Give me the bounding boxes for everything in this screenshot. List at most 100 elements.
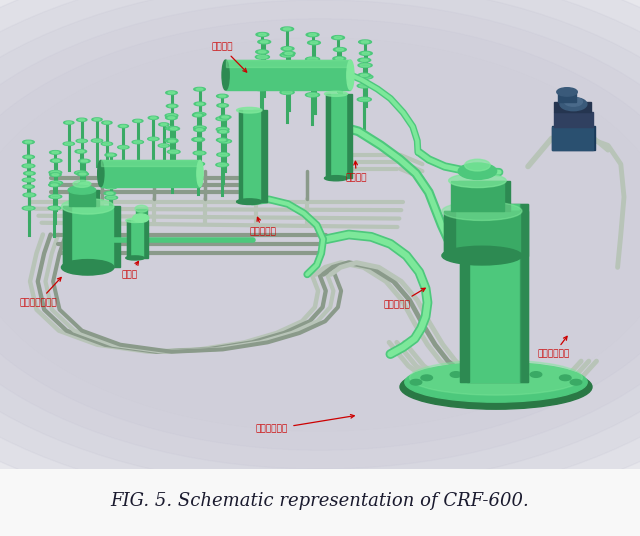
Ellipse shape bbox=[257, 62, 264, 64]
Ellipse shape bbox=[360, 59, 368, 61]
Ellipse shape bbox=[119, 146, 127, 148]
Bar bbox=[460, 204, 520, 382]
Ellipse shape bbox=[108, 164, 114, 166]
Ellipse shape bbox=[76, 172, 86, 174]
Ellipse shape bbox=[23, 155, 35, 159]
Ellipse shape bbox=[104, 185, 117, 189]
Ellipse shape bbox=[282, 51, 295, 55]
Ellipse shape bbox=[195, 152, 204, 154]
Ellipse shape bbox=[49, 183, 60, 187]
Ellipse shape bbox=[284, 67, 291, 69]
Bar bbox=[136, 209, 147, 218]
Ellipse shape bbox=[219, 139, 232, 143]
Ellipse shape bbox=[193, 162, 203, 165]
Bar bbox=[444, 211, 520, 256]
Ellipse shape bbox=[465, 159, 490, 171]
Ellipse shape bbox=[24, 207, 33, 210]
Ellipse shape bbox=[334, 36, 342, 39]
Ellipse shape bbox=[166, 104, 178, 108]
Ellipse shape bbox=[216, 163, 228, 167]
Ellipse shape bbox=[308, 83, 323, 87]
Ellipse shape bbox=[168, 150, 180, 154]
Text: 热立热交换器: 热立热交换器 bbox=[256, 414, 355, 434]
Ellipse shape bbox=[22, 140, 34, 144]
Ellipse shape bbox=[159, 123, 169, 126]
Bar bbox=[520, 204, 528, 382]
Ellipse shape bbox=[195, 126, 205, 129]
Ellipse shape bbox=[25, 141, 32, 143]
Ellipse shape bbox=[76, 139, 88, 143]
Ellipse shape bbox=[312, 62, 319, 64]
Ellipse shape bbox=[218, 117, 227, 120]
Ellipse shape bbox=[216, 138, 228, 142]
Ellipse shape bbox=[359, 84, 369, 87]
Ellipse shape bbox=[442, 246, 522, 265]
Ellipse shape bbox=[284, 78, 294, 80]
Ellipse shape bbox=[331, 59, 345, 64]
Ellipse shape bbox=[169, 105, 175, 107]
Ellipse shape bbox=[64, 121, 74, 124]
Bar bbox=[138, 220, 148, 258]
Ellipse shape bbox=[50, 173, 61, 176]
Bar bbox=[226, 60, 351, 67]
Ellipse shape bbox=[126, 218, 144, 222]
Ellipse shape bbox=[337, 75, 344, 77]
Bar bbox=[552, 125, 595, 150]
Ellipse shape bbox=[358, 73, 371, 77]
Ellipse shape bbox=[260, 41, 268, 43]
Ellipse shape bbox=[280, 90, 294, 94]
Ellipse shape bbox=[78, 182, 91, 186]
Ellipse shape bbox=[358, 63, 372, 68]
Ellipse shape bbox=[310, 41, 318, 44]
Ellipse shape bbox=[559, 375, 571, 381]
Ellipse shape bbox=[410, 379, 422, 385]
Ellipse shape bbox=[103, 143, 111, 145]
Ellipse shape bbox=[50, 207, 59, 210]
Ellipse shape bbox=[76, 185, 87, 189]
Ellipse shape bbox=[253, 86, 268, 91]
Ellipse shape bbox=[306, 69, 319, 73]
Bar bbox=[70, 206, 120, 267]
Ellipse shape bbox=[359, 98, 369, 101]
Ellipse shape bbox=[79, 119, 85, 121]
Ellipse shape bbox=[76, 195, 89, 199]
Ellipse shape bbox=[150, 117, 156, 119]
Ellipse shape bbox=[237, 107, 262, 113]
Ellipse shape bbox=[105, 163, 116, 167]
Ellipse shape bbox=[168, 163, 177, 166]
Ellipse shape bbox=[106, 174, 115, 177]
Bar bbox=[239, 110, 243, 202]
Ellipse shape bbox=[22, 178, 35, 182]
Ellipse shape bbox=[169, 151, 179, 153]
Ellipse shape bbox=[281, 47, 294, 50]
Ellipse shape bbox=[148, 116, 159, 120]
Ellipse shape bbox=[79, 159, 90, 163]
Ellipse shape bbox=[222, 60, 229, 90]
Ellipse shape bbox=[570, 379, 582, 385]
Ellipse shape bbox=[255, 75, 269, 79]
Ellipse shape bbox=[192, 138, 205, 142]
Ellipse shape bbox=[106, 172, 117, 175]
Ellipse shape bbox=[148, 137, 159, 140]
Ellipse shape bbox=[51, 184, 58, 186]
Ellipse shape bbox=[333, 48, 346, 51]
Ellipse shape bbox=[194, 87, 205, 91]
Ellipse shape bbox=[195, 113, 204, 116]
Ellipse shape bbox=[281, 66, 294, 70]
Ellipse shape bbox=[305, 93, 319, 97]
Ellipse shape bbox=[458, 163, 497, 180]
Ellipse shape bbox=[308, 34, 316, 36]
Ellipse shape bbox=[104, 191, 116, 195]
Ellipse shape bbox=[22, 206, 35, 210]
Ellipse shape bbox=[219, 95, 226, 97]
Ellipse shape bbox=[281, 27, 294, 31]
Ellipse shape bbox=[168, 92, 175, 94]
Ellipse shape bbox=[218, 128, 227, 131]
Text: FIG. 5. Schematic representation of CRF-600.: FIG. 5. Schematic representation of CRF-… bbox=[111, 492, 529, 510]
Ellipse shape bbox=[78, 196, 87, 198]
Ellipse shape bbox=[405, 362, 588, 402]
Ellipse shape bbox=[25, 185, 32, 188]
Ellipse shape bbox=[118, 124, 129, 128]
Ellipse shape bbox=[52, 160, 60, 162]
Ellipse shape bbox=[324, 176, 348, 181]
